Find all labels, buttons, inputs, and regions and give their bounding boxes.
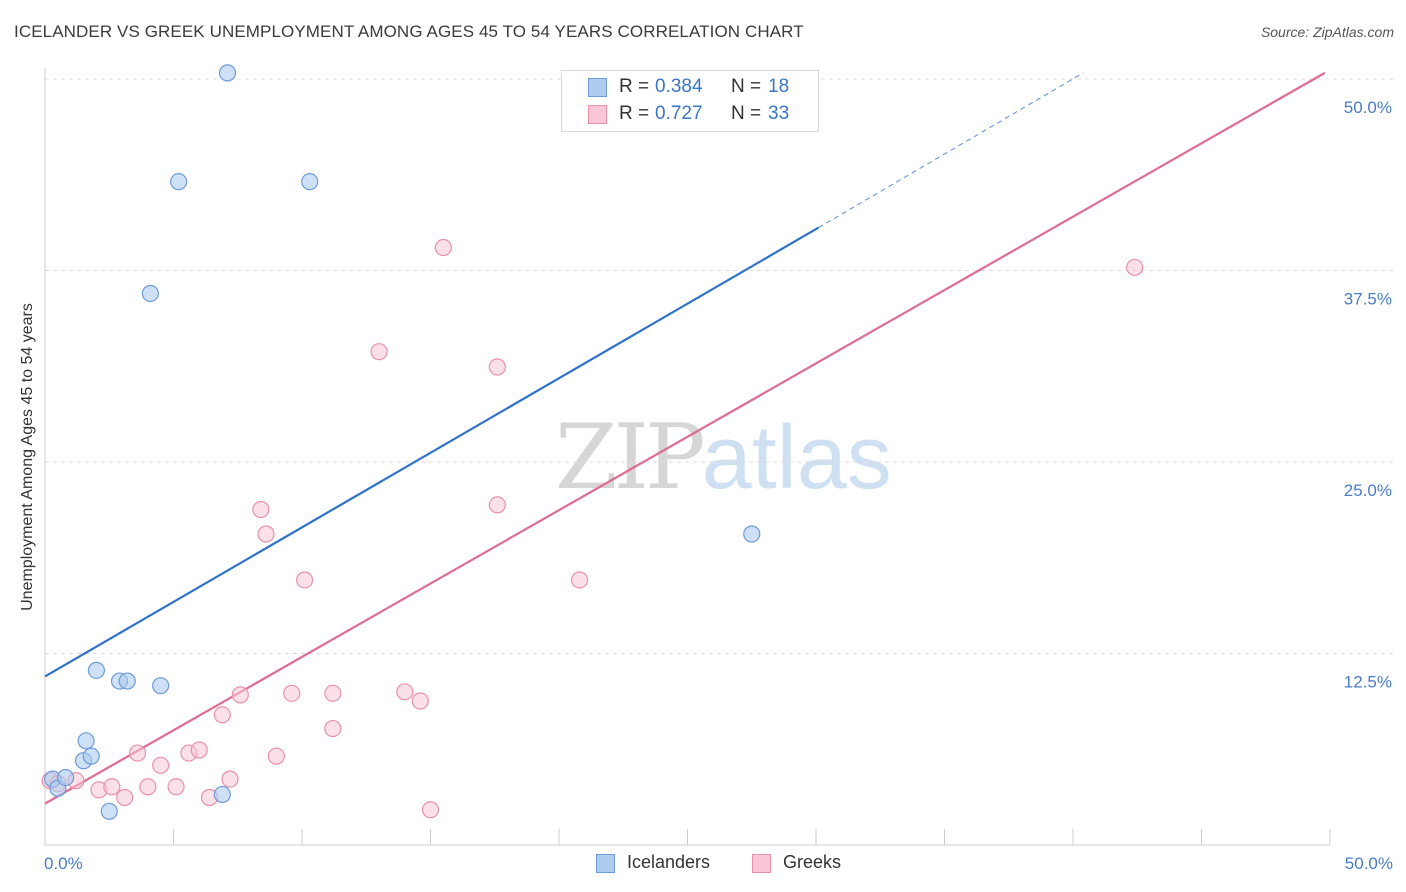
greeks-point — [488, 496, 506, 514]
icelanders-point — [743, 525, 761, 543]
icelanders-trend-line — [44, 226, 820, 678]
greeks-point — [370, 343, 388, 361]
greeks-point — [213, 706, 231, 724]
icelanders-point — [56, 768, 75, 787]
greeks-point — [570, 571, 589, 589]
greeks-point — [231, 686, 249, 704]
icelanders-swatch — [588, 78, 607, 97]
watermark-atlas: atlas — [701, 408, 892, 508]
tick-labels: 12.5% 25.0% 37.5% 50.0% 0.0% 50.0% — [44, 98, 1393, 873]
y-tick-label: 50.0% — [1344, 98, 1392, 117]
greeks-swatch — [588, 105, 607, 124]
watermark: ZIPatlas — [555, 405, 892, 510]
icelanders-point — [218, 64, 237, 82]
icelanders-point — [170, 173, 188, 191]
r-value: 0.727 — [655, 103, 703, 124]
greeks-legend-label: Greeks — [783, 852, 842, 872]
icelanders-point — [100, 802, 118, 820]
greeks-point — [152, 756, 170, 774]
n-label: N = — [731, 76, 762, 97]
icelanders-point — [152, 677, 170, 695]
y-tick-label: 12.5% — [1344, 673, 1392, 692]
greeks-point — [190, 741, 208, 759]
icelanders-point — [301, 173, 319, 191]
n-value: 18 — [768, 76, 790, 97]
trend-lines — [44, 71, 1326, 805]
greeks-point — [139, 778, 157, 796]
greeks-point — [488, 358, 506, 376]
greeks-point — [411, 692, 429, 710]
greeks-point — [221, 770, 239, 788]
icelanders-point — [82, 747, 100, 765]
greeks-point — [167, 778, 185, 796]
icelanders-point — [141, 284, 159, 303]
greeks-point — [434, 238, 452, 257]
x-tick-label-min: 0.0% — [44, 854, 83, 873]
greeks-point — [324, 684, 342, 702]
y-tick-label: 25.0% — [1344, 481, 1392, 500]
greeks-point — [252, 500, 270, 519]
greeks-point — [421, 801, 440, 819]
greeks-point — [267, 747, 285, 765]
r-label: R = — [619, 103, 650, 124]
icelanders-point — [118, 672, 136, 690]
icelanders-legend-label: Icelanders — [627, 852, 711, 872]
icelanders-trend-extension — [818, 72, 1084, 229]
grid-layer — [45, 78, 1395, 654]
icelanders-point — [77, 732, 95, 750]
icelanders-point — [213, 785, 231, 804]
greeks-point — [396, 683, 414, 701]
n-label: N = — [731, 103, 762, 124]
icelanders-point — [87, 661, 106, 679]
n-value: 33 — [768, 103, 790, 124]
r-value: 0.384 — [655, 76, 703, 97]
correlation-legend: R = 0.384 N = 18 R = 0.727 N = 33 — [561, 70, 819, 132]
greeks-legend-swatch — [752, 854, 771, 873]
y-tick-label: 37.5% — [1344, 290, 1392, 309]
icelanders-legend-swatch — [596, 854, 615, 873]
greeks-point — [257, 525, 275, 543]
greeks-point — [1126, 258, 1144, 277]
r-label: R = — [619, 76, 650, 97]
greeks-point — [283, 684, 301, 702]
axis-layer — [44, 68, 1331, 846]
chart-title: ICELANDER VS GREEK UNEMPLOYMENT AMONG AG… — [14, 22, 804, 41]
greeks-trend-line — [44, 71, 1326, 805]
greeks-point — [128, 744, 147, 762]
greeks-point — [116, 788, 134, 807]
source-credit: Source: ZipAtlas.com — [1260, 24, 1394, 40]
watermark-zip: ZIP — [555, 405, 706, 510]
greeks-point — [103, 778, 121, 796]
data-points — [41, 64, 1144, 820]
greeks-point — [324, 719, 342, 738]
x-tick-label-max: 50.0% — [1345, 854, 1393, 873]
greeks-point — [295, 571, 314, 589]
